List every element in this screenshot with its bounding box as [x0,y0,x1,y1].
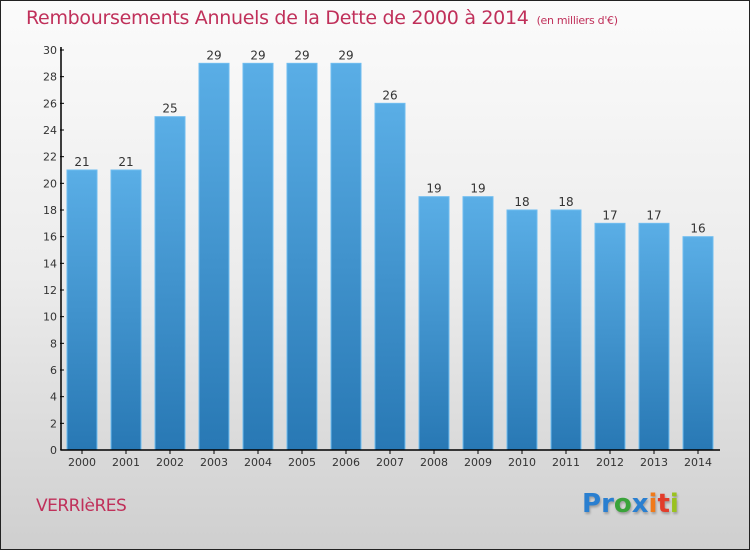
y-tick-label-2: 2 [50,417,57,430]
data-label-2011: 18 [558,195,573,209]
x-tick-label-2004: 2004 [244,456,272,469]
y-tick-label-24: 24 [43,124,57,137]
y-tick-label-8: 8 [50,337,57,350]
y-tick-label-22: 22 [43,151,57,164]
data-label-2004: 29 [250,48,265,62]
bar-2011 [550,209,582,451]
chart-title: Remboursements Annuels de la Dette de 20… [26,7,618,29]
bar-2013 [638,222,670,451]
bar-2014 [682,236,714,451]
unit-label: (en milliers d'€) [536,14,618,27]
y-tick-label-12: 12 [43,284,57,297]
x-tick-label-2010: 2010 [508,456,536,469]
x-tick-label-2000: 2000 [68,456,96,469]
data-label-2012: 17 [602,208,617,222]
bar-2008 [418,196,450,451]
data-label-2010: 18 [514,195,529,209]
bar-2004 [242,62,274,451]
y-tick-label-30: 30 [43,44,57,57]
y-tick-label-16: 16 [43,231,57,244]
x-tick-label-2011: 2011 [552,456,580,469]
x-tick-label-2012: 2012 [596,456,624,469]
y-tick-label-14: 14 [43,257,57,270]
x-tick-label-2005: 2005 [288,456,316,469]
data-label-2000: 21 [74,155,89,169]
x-tick-label-2007: 2007 [376,456,404,469]
logo-letter: o [613,489,632,519]
logo-letter: t [657,489,670,519]
logo-letter: r [601,489,614,519]
data-label-2014: 16 [690,222,705,236]
data-label-2002: 25 [162,102,177,116]
y-tick-label-18: 18 [43,204,57,217]
data-label-2003: 29 [206,48,221,62]
bar-2000 [66,169,98,451]
bar-2002 [154,116,186,451]
data-label-2009: 19 [470,182,485,196]
y-tick-label-10: 10 [43,311,57,324]
bar-2009 [462,196,494,451]
y-tick-label-4: 4 [50,391,57,404]
data-label-2001: 21 [118,155,133,169]
logo-letter: i [669,489,679,519]
bars-group: 21 21 25 29 29 29 29 26 19 19 18 18 17 17 16 [66,48,714,451]
bar-2007 [374,102,406,451]
axes-group: 2000 2001 2002 2003 2004 2005 2006 2007 2008 2009… [43,44,720,469]
logo-letter: P [582,489,602,519]
bar-2012 [594,222,626,451]
bar-2003 [198,62,230,451]
logo-letter: x [631,489,649,519]
x-tick-label-2002: 2002 [156,456,184,469]
bar-2001 [110,169,142,451]
y-tick-label-28: 28 [43,71,57,84]
y-tick-label-20: 20 [43,177,57,190]
proxiti-logo[interactable]: Proxiti [582,489,679,519]
logo-letter: i [648,489,658,519]
y-tick-label-0: 0 [50,444,57,457]
bar-2010 [506,209,538,451]
x-tick-label-2013: 2013 [640,456,668,469]
bar-2006 [330,62,362,451]
data-label-2007: 26 [382,88,397,102]
data-label-2013: 17 [646,208,661,222]
data-label-2005: 29 [294,48,309,62]
data-label-2006: 29 [338,48,353,62]
x-tick-label-2006: 2006 [332,456,360,469]
commune-name: VERRIèRES [36,496,127,516]
title-text: Remboursements Annuels de la Dette de 20… [26,7,529,29]
bar-2005 [286,62,318,451]
x-tick-label-2009: 2009 [464,456,492,469]
x-tick-label-2001: 2001 [112,456,140,469]
data-label-2008: 19 [426,182,441,196]
x-tick-label-2003: 2003 [200,456,228,469]
y-tick-label-26: 26 [43,97,57,110]
y-tick-label-6: 6 [50,364,57,377]
x-tick-label-2008: 2008 [420,456,448,469]
x-tick-label-2014: 2014 [684,456,712,469]
